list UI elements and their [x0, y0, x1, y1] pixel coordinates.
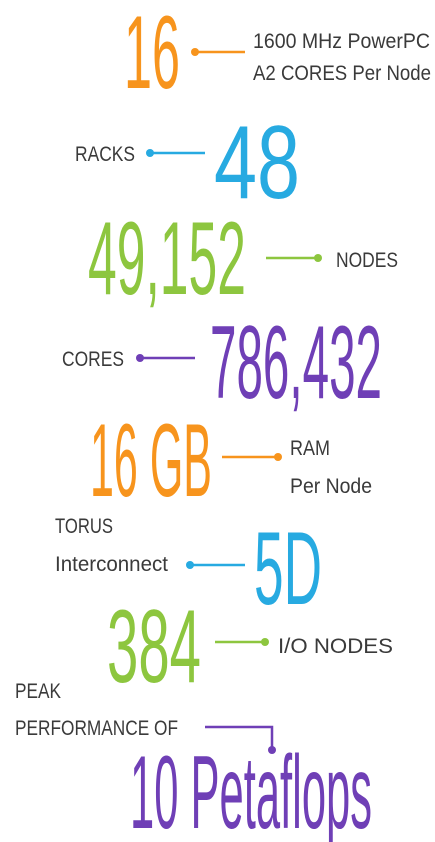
connector-dot: [314, 254, 322, 262]
connector-dot: [261, 638, 269, 646]
label: NODES: [336, 249, 398, 272]
label: Interconnect: [55, 553, 168, 576]
label: RACKS: [75, 143, 135, 166]
figure: 16: [124, 0, 180, 111]
figure: 5D: [254, 511, 322, 627]
figure: 49,152: [88, 201, 246, 317]
label: PERFORMANCE OF: [15, 717, 178, 740]
figure: 48: [214, 105, 300, 221]
label: 1600 MHz PowerPC: [253, 30, 430, 53]
connector-dot: [146, 149, 154, 157]
label: CORES: [62, 348, 124, 371]
figure: 16 GB: [90, 403, 212, 519]
label: I/O NODES: [278, 635, 393, 658]
label: Per Node: [290, 475, 372, 498]
connector-dot: [268, 746, 276, 754]
connector-dot: [186, 561, 194, 569]
connector: [205, 725, 274, 748]
figure: 786,432: [210, 305, 382, 421]
label: A2 CORES Per Node: [253, 62, 431, 85]
connector-dot: [136, 354, 144, 362]
connector-dot: [191, 48, 199, 56]
figure: 10 Petaflops: [130, 735, 372, 842]
figure: 384: [107, 589, 201, 705]
label: PEAK: [15, 680, 61, 703]
connector-dot: [274, 453, 282, 461]
label: TORUS: [55, 515, 113, 538]
label: RAM: [290, 437, 330, 460]
